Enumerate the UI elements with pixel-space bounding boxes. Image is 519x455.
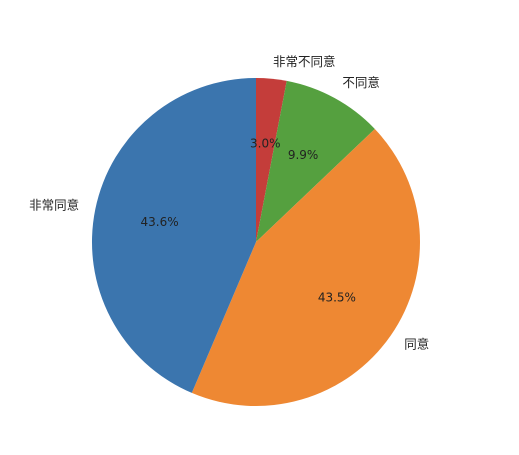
category-label-1: 非常不同意	[273, 54, 336, 69]
pie-slice-3	[191, 128, 420, 407]
percent-label-2: 9.9%	[288, 148, 319, 162]
percent-label-3: 43.5%	[318, 291, 356, 305]
percent-label-1: 3.0%	[250, 137, 281, 151]
percent-label-4: 43.6%	[141, 215, 179, 229]
pie-slice-1	[256, 78, 287, 242]
category-label-2: 不同意	[342, 75, 380, 90]
percent-labels: 3.0% 9.9% 43.5% 43.6%	[141, 137, 356, 305]
category-label-3: 同意	[404, 336, 429, 351]
category-label-4: 非常同意	[29, 198, 79, 213]
pie-slice-4	[91, 78, 256, 393]
pie-slices	[91, 78, 420, 407]
pie-slice-2	[256, 80, 375, 243]
